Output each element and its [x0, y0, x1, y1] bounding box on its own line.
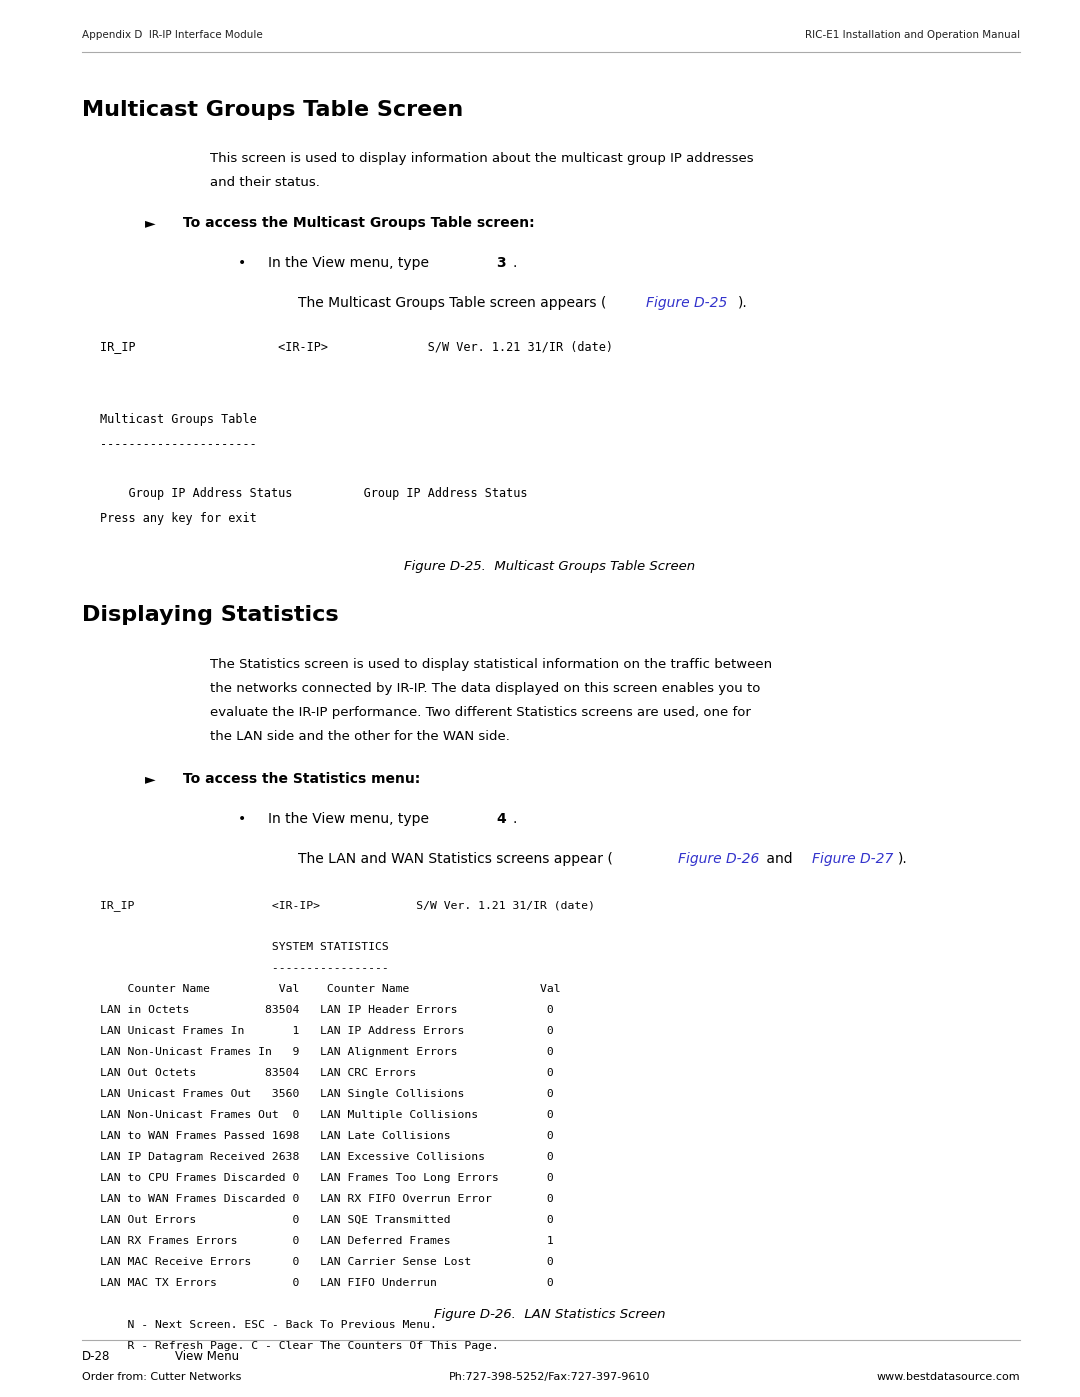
Text: To access the Multicast Groups Table screen:: To access the Multicast Groups Table scr… — [178, 217, 535, 231]
Text: LAN RX Frames Errors        0   LAN Deferred Frames              1: LAN RX Frames Errors 0 LAN Deferred Fram… — [100, 1236, 554, 1246]
Text: and: and — [762, 852, 797, 866]
Text: D-28: D-28 — [82, 1350, 110, 1363]
Text: and their status.: and their status. — [210, 176, 320, 189]
Text: LAN Non-Unicast Frames In   9   LAN Alignment Errors             0: LAN Non-Unicast Frames In 9 LAN Alignmen… — [100, 1046, 554, 1058]
Text: The Multicast Groups Table screen appears (: The Multicast Groups Table screen appear… — [298, 296, 606, 310]
Text: LAN Out Errors              0   LAN SQE Transmitted              0: LAN Out Errors 0 LAN SQE Transmitted 0 — [100, 1215, 554, 1225]
Text: LAN to WAN Frames Passed 1698   LAN Late Collisions              0: LAN to WAN Frames Passed 1698 LAN Late C… — [100, 1132, 554, 1141]
Text: N - Next Screen. ESC - Back To Previous Menu.: N - Next Screen. ESC - Back To Previous … — [100, 1320, 437, 1330]
Text: ).: ). — [897, 852, 908, 866]
Text: The LAN and WAN Statistics screens appear (: The LAN and WAN Statistics screens appea… — [298, 852, 612, 866]
Text: LAN MAC TX Errors           0   LAN FIFO Underrun                0: LAN MAC TX Errors 0 LAN FIFO Underrun 0 — [100, 1278, 554, 1288]
Text: To access the Statistics menu:: To access the Statistics menu: — [178, 773, 420, 787]
Text: The Statistics screen is used to display statistical information on the traffic : The Statistics screen is used to display… — [210, 658, 772, 671]
Text: Counter Name          Val    Counter Name                   Val: Counter Name Val Counter Name Val — [100, 983, 561, 995]
Text: Order from: Cutter Networks: Order from: Cutter Networks — [82, 1372, 241, 1382]
Text: LAN in Octets           83504   LAN IP Header Errors             0: LAN in Octets 83504 LAN IP Header Errors… — [100, 1004, 554, 1016]
Text: •: • — [238, 812, 246, 826]
Text: Displaying Statistics: Displaying Statistics — [82, 605, 339, 624]
Text: SYSTEM STATISTICS: SYSTEM STATISTICS — [100, 942, 389, 951]
Text: Ph:727-398-5252/Fax:727-397-9610: Ph:727-398-5252/Fax:727-397-9610 — [449, 1372, 650, 1382]
Text: •: • — [238, 256, 246, 270]
Text: Figure D-25.  Multicast Groups Table Screen: Figure D-25. Multicast Groups Table Scre… — [404, 560, 696, 573]
Text: IR_IP                    <IR-IP>              S/W Ver. 1.21 31/IR (date): IR_IP <IR-IP> S/W Ver. 1.21 31/IR (date) — [100, 339, 613, 353]
Text: Appendix D  IR-IP Interface Module: Appendix D IR-IP Interface Module — [82, 29, 262, 41]
Text: LAN Unicast Frames Out   3560   LAN Single Collisions            0: LAN Unicast Frames Out 3560 LAN Single C… — [100, 1090, 554, 1099]
Text: LAN IP Datagram Received 2638   LAN Excessive Collisions         0: LAN IP Datagram Received 2638 LAN Excess… — [100, 1153, 554, 1162]
Text: LAN Unicast Frames In       1   LAN IP Address Errors            0: LAN Unicast Frames In 1 LAN IP Address E… — [100, 1025, 554, 1037]
Text: Figure D-25: Figure D-25 — [646, 296, 727, 310]
Text: Figure D-27: Figure D-27 — [812, 852, 893, 866]
Text: In the View menu, type: In the View menu, type — [268, 812, 433, 826]
Text: .: . — [512, 812, 516, 826]
Text: LAN to CPU Frames Discarded 0   LAN Frames Too Long Errors       0: LAN to CPU Frames Discarded 0 LAN Frames… — [100, 1173, 554, 1183]
Text: ----------------------: ---------------------- — [100, 439, 257, 451]
Text: LAN MAC Receive Errors      0   LAN Carrier Sense Lost           0: LAN MAC Receive Errors 0 LAN Carrier Sen… — [100, 1257, 554, 1267]
Text: -----------------: ----------------- — [100, 963, 389, 972]
Text: Press any key for exit: Press any key for exit — [100, 511, 257, 524]
Text: ►: ► — [145, 217, 156, 231]
Text: Figure D-26.  LAN Statistics Screen: Figure D-26. LAN Statistics Screen — [434, 1308, 665, 1322]
Text: 3: 3 — [496, 256, 505, 270]
Text: ).: ). — [738, 296, 747, 310]
Text: Multicast Groups Table Screen: Multicast Groups Table Screen — [82, 101, 463, 120]
Text: In the View menu, type: In the View menu, type — [268, 256, 433, 270]
Text: .: . — [512, 256, 516, 270]
Text: www.bestdatasource.com: www.bestdatasource.com — [876, 1372, 1020, 1382]
Text: LAN to WAN Frames Discarded 0   LAN RX FIFO Overrun Error        0: LAN to WAN Frames Discarded 0 LAN RX FIF… — [100, 1194, 554, 1204]
Text: ►: ► — [145, 773, 156, 787]
Text: This screen is used to display information about the multicast group IP addresse: This screen is used to display informati… — [210, 152, 754, 165]
Text: IR_IP                    <IR-IP>              S/W Ver. 1.21 31/IR (date): IR_IP <IR-IP> S/W Ver. 1.21 31/IR (date) — [100, 900, 595, 911]
Text: LAN Non-Unicast Frames Out  0   LAN Multiple Collisions          0: LAN Non-Unicast Frames Out 0 LAN Multipl… — [100, 1111, 554, 1120]
Text: LAN Out Octets          83504   LAN CRC Errors                   0: LAN Out Octets 83504 LAN CRC Errors 0 — [100, 1067, 554, 1078]
Text: Figure D-26: Figure D-26 — [678, 852, 759, 866]
Text: View Menu: View Menu — [175, 1350, 239, 1363]
Text: evaluate the IR-IP performance. Two different Statistics screens are used, one f: evaluate the IR-IP performance. Two diff… — [210, 705, 751, 719]
Text: Group IP Address Status          Group IP Address Status: Group IP Address Status Group IP Address… — [100, 488, 527, 500]
Text: the LAN side and the other for the WAN side.: the LAN side and the other for the WAN s… — [210, 731, 510, 743]
Text: Multicast Groups Table: Multicast Groups Table — [100, 414, 257, 426]
Text: 4: 4 — [496, 812, 505, 826]
Text: RIC-E1 Installation and Operation Manual: RIC-E1 Installation and Operation Manual — [805, 29, 1020, 41]
Text: R - Refresh Page. C - Clear The Counters Of This Page.: R - Refresh Page. C - Clear The Counters… — [100, 1341, 499, 1351]
Text: the networks connected by IR-IP. The data displayed on this screen enables you t: the networks connected by IR-IP. The dat… — [210, 682, 760, 694]
